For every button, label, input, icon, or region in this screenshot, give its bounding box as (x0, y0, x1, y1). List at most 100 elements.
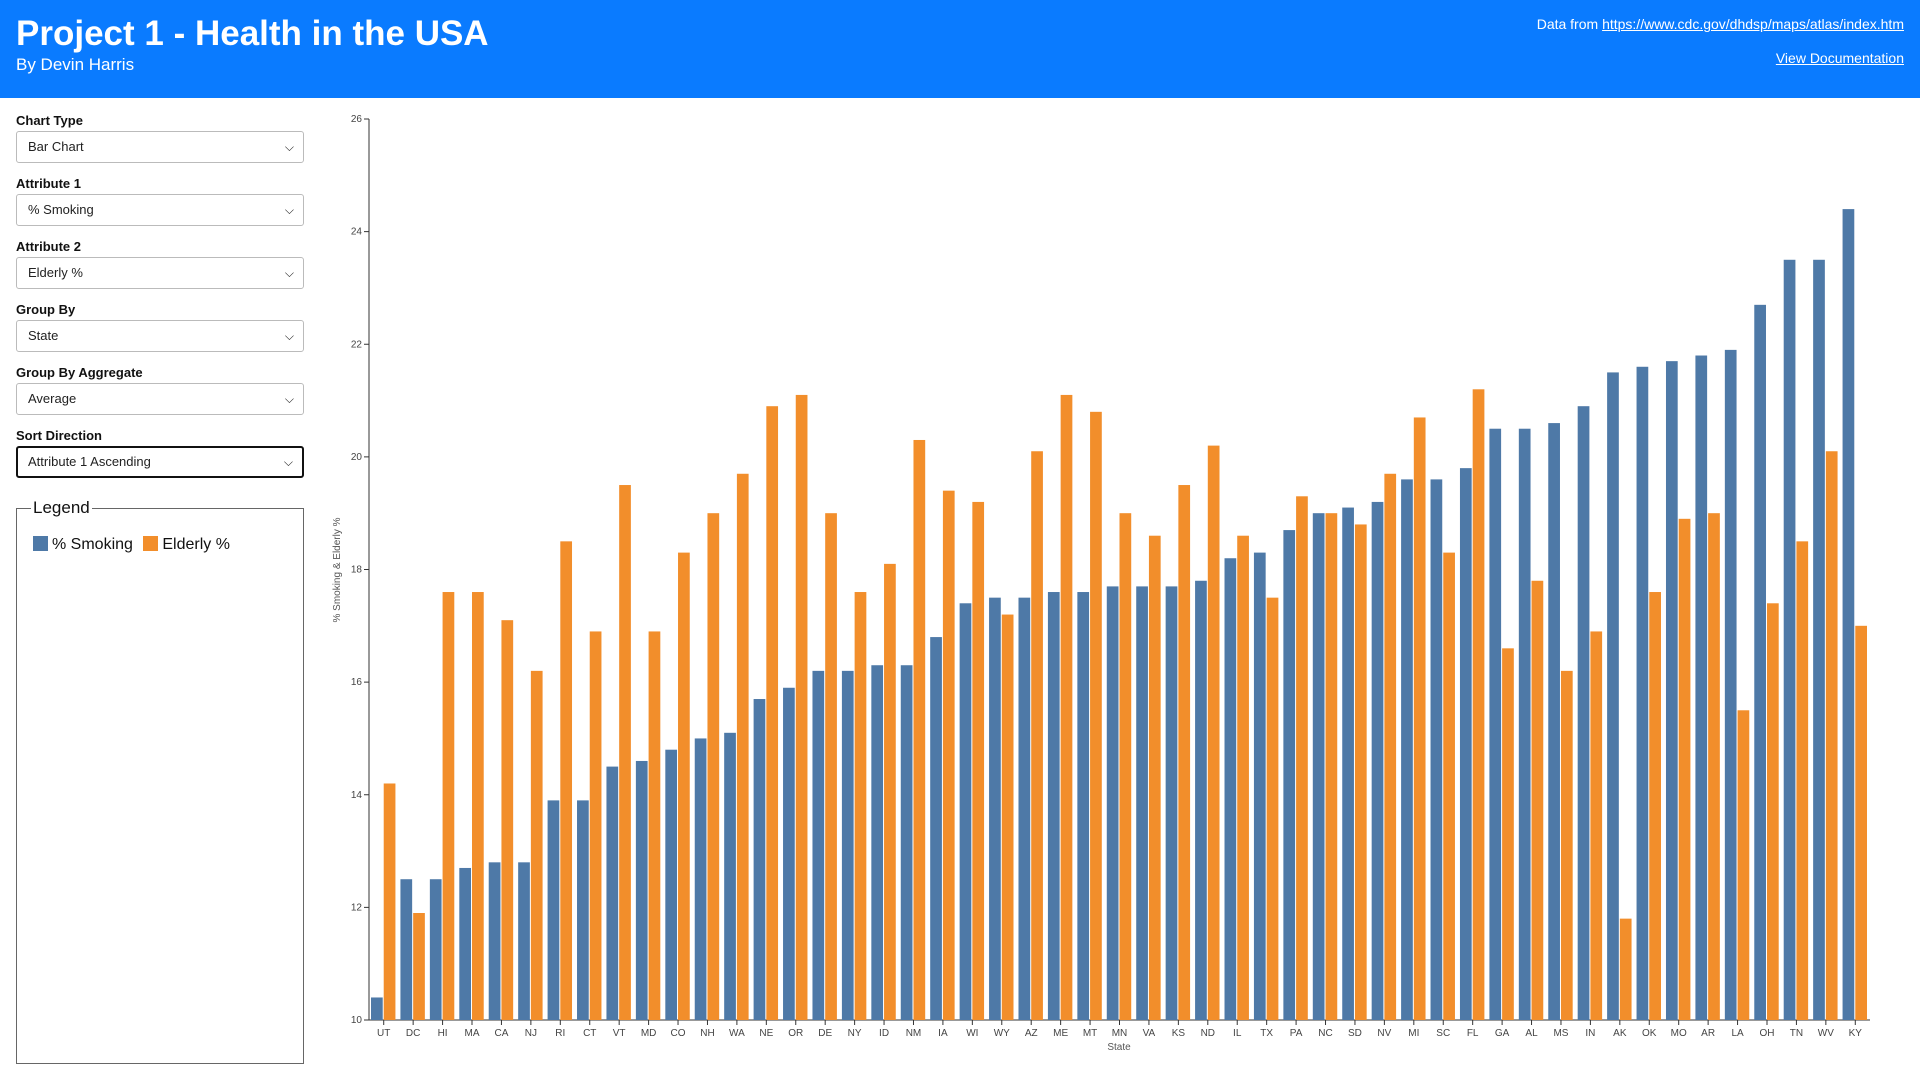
bar-sc-elderly (1443, 552, 1455, 1020)
legend-swatch-elderly (143, 536, 159, 551)
attribute2-label: Attribute 2 (16, 239, 81, 254)
legend-item-smoking: % Smoking (33, 536, 133, 554)
bar-oh-elderly (1766, 603, 1779, 1020)
bar-wa-elderly (736, 473, 749, 1020)
bar-me-elderly (1060, 394, 1073, 1020)
bar-il-smoking (1224, 558, 1237, 1020)
bar-az-smoking (1018, 597, 1031, 1020)
bar-ca-elderly (501, 620, 514, 1020)
attribute1-control: Attribute 1 % Smoking ⌵ (16, 176, 304, 239)
group-by-select[interactable]: State ⌵ (16, 320, 304, 352)
data-source-prefix: Data from (1536, 16, 1603, 32)
bar-ne-elderly (766, 406, 779, 1021)
bar-ny-smoking (841, 670, 854, 1020)
bar-mt-elderly (1090, 411, 1102, 1020)
bar-in-smoking (1577, 406, 1590, 1021)
bar-wi-elderly (972, 501, 985, 1020)
group-by-aggregate-select[interactable]: Average ⌵ (16, 383, 304, 415)
bar-ri-elderly (560, 541, 573, 1020)
bar-mn-smoking (1106, 586, 1119, 1020)
chart-type-select[interactable]: Bar Chart ⌵ (16, 131, 304, 163)
y-tick-label: 18 (351, 565, 363, 576)
bar-vt-smoking (606, 766, 619, 1020)
sort-direction-select[interactable]: Attribute 1 Ascending ⌵ (16, 446, 304, 478)
x-tick-label: KY (1849, 1028, 1863, 1039)
header-bar: Project 1 - Health in the USA By Devin H… (0, 0, 1920, 98)
chevron-down-icon: ⌵ (284, 140, 294, 154)
bar-de-smoking (812, 670, 825, 1020)
x-tick-label: NM (906, 1028, 922, 1039)
group-by-aggregate-control: Group By Aggregate Average ⌵ (16, 365, 304, 428)
x-tick-label: PA (1290, 1028, 1303, 1039)
attribute2-value: Elderly % (28, 265, 83, 280)
bar-nj-elderly (530, 670, 543, 1020)
bar-ms-smoking (1548, 423, 1560, 1020)
bar-la-elderly (1737, 710, 1750, 1020)
bar-wi-smoking (959, 603, 972, 1020)
view-documentation-link[interactable]: View Documentation (1775, 50, 1904, 66)
chart-type-control: Chart Type Bar Chart ⌵ (16, 113, 304, 176)
attribute1-label: Attribute 1 (16, 176, 81, 191)
bar-nd-elderly (1207, 445, 1220, 1020)
bar-sd-elderly (1354, 524, 1367, 1020)
bar-mt-smoking (1077, 592, 1090, 1020)
bar-id-smoking (871, 665, 884, 1020)
x-tick-label: IL (1233, 1028, 1242, 1039)
bar-nm-elderly (913, 439, 926, 1020)
bar-ga-smoking (1489, 428, 1502, 1020)
bar-fl-elderly (1472, 389, 1485, 1020)
bar-ia-elderly (942, 490, 955, 1021)
data-source-link[interactable]: https://www.cdc.gov/dhdsp/maps/atlas/ind… (1602, 16, 1904, 32)
x-tick-label: CA (494, 1028, 508, 1039)
bar-ma-elderly (472, 592, 484, 1020)
attribute2-control: Attribute 2 Elderly % ⌵ (16, 239, 304, 302)
legend-item-elderly: Elderly % (143, 536, 230, 554)
legend-label-elderly: Elderly % (162, 536, 230, 553)
bar-wv-smoking (1813, 259, 1825, 1020)
bar-nv-smoking (1371, 501, 1384, 1020)
x-tick-label: WI (966, 1028, 978, 1039)
group-by-value: State (28, 328, 59, 343)
bar-wy-smoking (989, 597, 1001, 1020)
legend-title: Legend (33, 498, 90, 517)
bar-nv-elderly (1384, 473, 1397, 1020)
legend-panel: Legend % Smoking Elderly % (16, 498, 304, 1064)
attribute2-select[interactable]: Elderly % ⌵ (16, 257, 304, 289)
x-tick-label: OH (1759, 1028, 1774, 1039)
bar-ct-smoking (577, 800, 589, 1020)
group-by-control: Group By State ⌵ (16, 302, 304, 365)
x-tick-label: NH (700, 1028, 714, 1039)
attribute1-select[interactable]: % Smoking ⌵ (16, 194, 304, 226)
bar-ia-smoking (930, 637, 942, 1020)
group-by-aggregate-label: Group By Aggregate (16, 365, 143, 380)
bar-ar-smoking (1695, 355, 1708, 1020)
bar-co-elderly (678, 552, 690, 1020)
bar-id-elderly (884, 563, 896, 1020)
x-tick-label: UT (377, 1028, 390, 1039)
bar-va-elderly (1148, 535, 1161, 1020)
bar-wv-elderly (1825, 451, 1838, 1020)
bar-ak-elderly (1619, 918, 1632, 1020)
chart-type-value: Bar Chart (28, 139, 84, 154)
x-tick-label: NC (1318, 1028, 1332, 1039)
x-tick-label: MA (465, 1028, 480, 1039)
bar-la-smoking (1724, 349, 1737, 1021)
x-tick-label: AK (1613, 1028, 1627, 1039)
y-tick-label: 26 (351, 114, 363, 125)
x-tick-label: VA (1143, 1028, 1156, 1039)
bar-ri-smoking (547, 800, 560, 1020)
bar-mo-smoking (1665, 361, 1678, 1020)
x-tick-label: ID (879, 1028, 889, 1039)
x-tick-label: NY (848, 1028, 862, 1039)
bar-mn-elderly (1119, 513, 1132, 1020)
x-tick-label: MT (1083, 1028, 1097, 1039)
bar-sc-smoking (1430, 479, 1443, 1020)
y-axis-label: % Smoking & Elderly % (332, 517, 343, 622)
bar-oh-smoking (1754, 304, 1766, 1020)
bar-ct-elderly (589, 631, 602, 1020)
page-title: Project 1 - Health in the USA (16, 14, 489, 53)
bar-al-smoking (1518, 428, 1531, 1020)
x-tick-label: DE (818, 1028, 832, 1039)
x-tick-label: WA (729, 1028, 745, 1039)
